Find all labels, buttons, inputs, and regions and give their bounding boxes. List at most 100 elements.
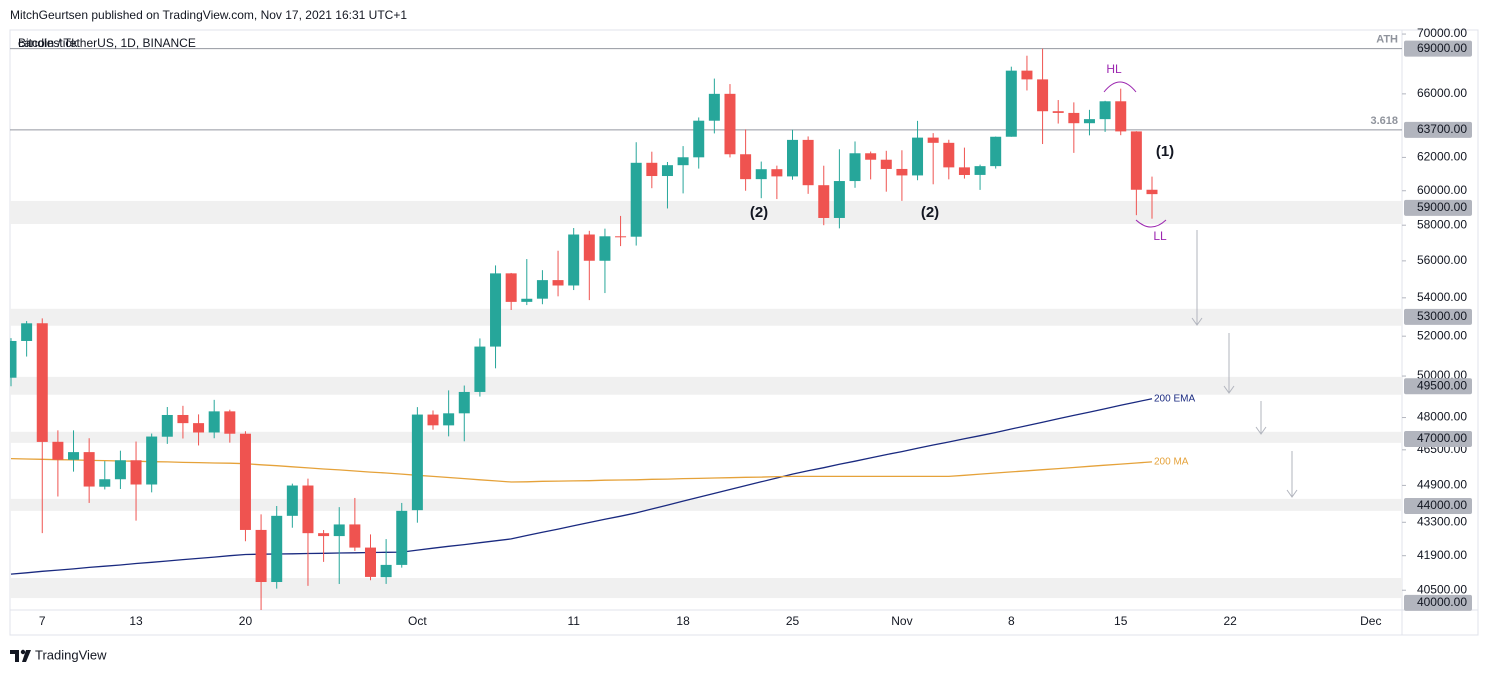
y-tick-label: 58000.00 (1417, 217, 1467, 231)
level-price-box (1404, 121, 1472, 138)
candle-body (83, 452, 95, 487)
candle-body (1005, 70, 1017, 137)
chart-frame (9, 29, 1479, 636)
zone-band (10, 200, 1402, 224)
x-tick-label: 25 (786, 614, 800, 628)
level-note: ATH (1376, 34, 1398, 46)
indicator-label: 200 EMA (1154, 393, 1195, 404)
candle-body (36, 323, 48, 442)
y-tick-label: 48000.00 (1417, 410, 1467, 424)
y-tick-label: 43300.00 (1417, 514, 1467, 528)
x-tick-label: Oct (408, 614, 427, 628)
candle-body (849, 153, 861, 182)
bands (10, 48, 1402, 599)
candle-body (380, 564, 392, 578)
candle-body (396, 510, 408, 565)
x-tick-label: Nov (891, 614, 912, 628)
y-tick-label: 62000.00 (1417, 150, 1467, 164)
candle-body (208, 411, 220, 433)
candle-body (755, 169, 767, 180)
zone-band (10, 308, 1402, 326)
candle-body (68, 452, 80, 460)
candle-body (443, 413, 455, 426)
candles (10, 48, 1158, 610)
x-tick-label: 22 (1223, 614, 1237, 628)
candle-body (724, 93, 736, 155)
y-tick-label: 56000.00 (1417, 253, 1467, 267)
candle-body (1021, 70, 1033, 80)
candle-body (349, 524, 361, 548)
candle-body (255, 529, 267, 583)
candle-body (661, 165, 673, 177)
wave-label: (2) (921, 204, 939, 221)
brand: TradingView (35, 647, 107, 662)
symbol: candlestick (18, 36, 78, 50)
brand-logo (10, 649, 31, 662)
level-price-label: 49500.00 (1417, 378, 1467, 392)
candle-body (99, 479, 111, 487)
candle-body (458, 391, 470, 414)
level-price-label: 44000.00 (1417, 498, 1467, 512)
candle-body (490, 273, 502, 347)
candle-body (833, 181, 845, 218)
level-price-box (1404, 199, 1472, 216)
wave-label: (2) (750, 204, 768, 221)
level-price-box (1404, 594, 1472, 611)
zone-band (10, 498, 1402, 511)
candle-body (974, 166, 986, 175)
candle-body (505, 273, 517, 302)
indicator-label: 200 MA (1154, 457, 1189, 468)
indicator-line (10, 457, 1153, 483)
x-tick-label: 11 (567, 614, 580, 628)
level-note: 3.618 (1370, 115, 1398, 127)
y-tick-label: 70000.00 (1417, 26, 1467, 40)
candle-body (1099, 101, 1111, 120)
candle-body (990, 136, 1002, 167)
candle-body (21, 323, 33, 341)
candle-body (552, 280, 564, 286)
candle-body (146, 436, 158, 485)
wave-label: (1) (1156, 143, 1174, 160)
level-price-box (1404, 308, 1472, 325)
level-price-box (1404, 378, 1472, 395)
hl-arc (1103, 81, 1137, 93)
candle-body (677, 157, 689, 166)
publisher: MitchGeurtsen published on TradingView.c… (10, 8, 407, 22)
candle-body (1037, 79, 1049, 112)
candle-body (599, 236, 611, 261)
candle-body (427, 414, 439, 426)
candle-body (177, 414, 189, 424)
candle-body (771, 169, 783, 177)
y-tick-label: 60000.00 (1417, 183, 1467, 197)
level-price-label: 40000.00 (1417, 595, 1467, 609)
candle-body (1052, 111, 1064, 113)
candle-body (474, 346, 486, 392)
candle-body (865, 153, 877, 160)
candle-body (286, 485, 298, 516)
indicator-line (10, 398, 1153, 575)
y-tick-label: 40500.00 (1417, 582, 1467, 596)
level-price-box (1404, 497, 1472, 514)
candle-body (615, 236, 627, 238)
zone-band (10, 376, 1402, 395)
x-tick-label: 13 (129, 614, 143, 628)
candle-body (912, 137, 924, 176)
candle-body (1083, 119, 1095, 124)
candle-body (896, 168, 908, 176)
candle-body (52, 441, 64, 460)
ll-arc (1135, 219, 1167, 228)
y-tick-label: 52000.00 (1417, 328, 1467, 342)
candle-body (10, 340, 17, 378)
y-tick-label: 66000.00 (1417, 86, 1467, 100)
x-tick-label: 15 (1114, 614, 1128, 628)
candle-body (1130, 131, 1142, 190)
candle-body (302, 485, 314, 534)
candle-body (521, 298, 533, 302)
level-price-box (1404, 430, 1472, 447)
candle-body (568, 234, 580, 286)
candle-body (693, 120, 705, 158)
candle-body (1068, 112, 1080, 124)
x-tick-label: 20 (239, 614, 253, 628)
